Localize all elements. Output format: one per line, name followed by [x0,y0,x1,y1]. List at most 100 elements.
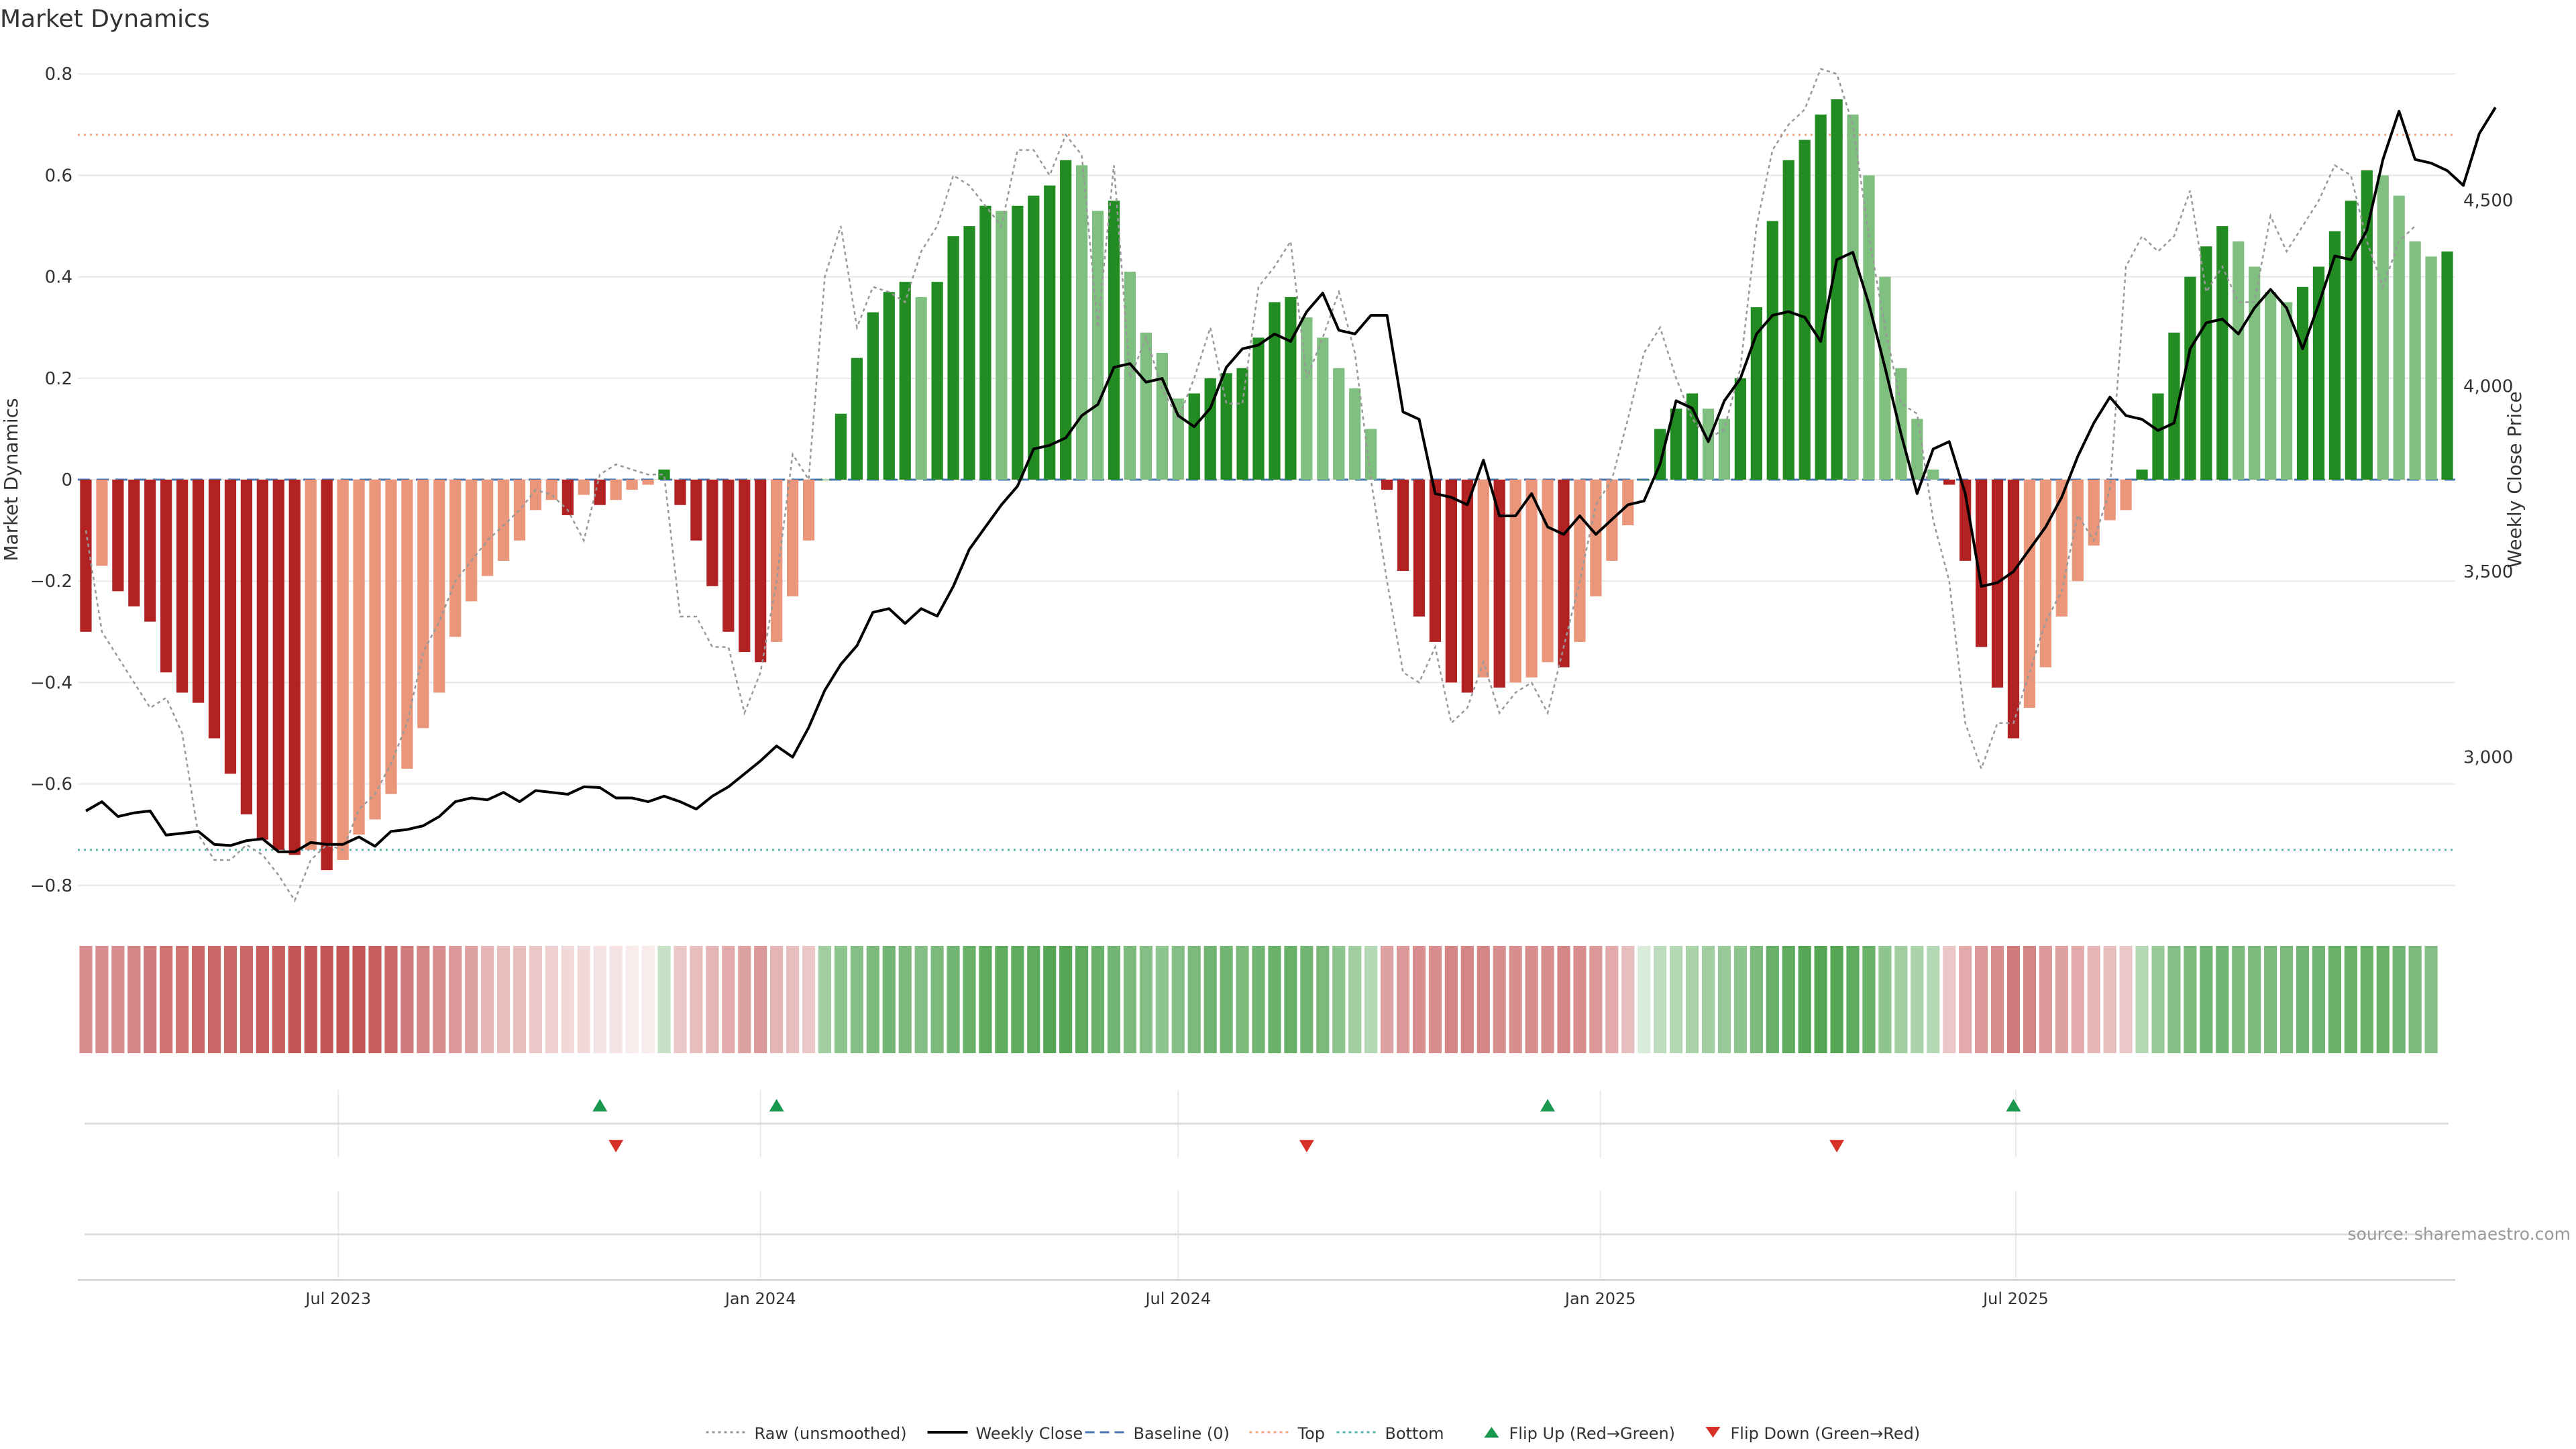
state-strip-cell [979,946,992,1053]
histogram-bar [1975,480,1988,647]
state-strip-cell [2006,946,2021,1053]
histogram-bar [2425,256,2437,480]
state-strip-cell [2103,946,2116,1053]
legend-label: Raw (unsmoothed) [755,1424,907,1443]
histogram-bar [1879,276,1891,480]
state-strip-cell [160,946,173,1053]
state-strip-cell [368,946,382,1053]
state-strip-cell [577,946,590,1053]
flip-up-marker [2006,1099,2021,1112]
x-tick-label: Jul 2023 [304,1289,371,1308]
state-strip-cell [1364,946,1378,1053]
state-strip-cell [144,946,157,1053]
histogram-bar [482,480,494,576]
histogram-bar [192,480,205,703]
state-strip-cell [722,946,735,1053]
histogram-bar [771,480,783,642]
state-strip-cell [2360,946,2373,1053]
histogram-bar [433,480,445,693]
state-strip-cell [2200,946,2213,1053]
y-tick-label: 0.4 [45,268,72,288]
y-tick-label: −0.8 [30,876,72,896]
y-tick-label: 0.2 [45,369,72,389]
state-strip-cell [1428,946,1442,1053]
flip-down-marker [1829,1140,1845,1152]
state-strip-cell [2328,946,2341,1053]
state-strip-cell [433,946,446,1053]
state-strip-cell [1509,946,1522,1053]
state-strip-cell [1075,946,1089,1053]
state-strip-cell [1766,946,1779,1053]
histogram-bar [128,480,140,606]
state-strip-cell [1027,946,1040,1053]
histogram-bar [1252,337,1265,480]
legend-label: Flip Up (Red→Green) [1509,1424,1676,1443]
state-strip-cell [561,946,574,1053]
state-strip-cell [481,946,494,1053]
state-strip-cell [2055,946,2068,1053]
histogram-bar [1333,368,1345,480]
state-strip-cell [947,946,960,1053]
histogram-bar [1766,221,1778,480]
state-strip-cell [223,946,237,1053]
state-strip-cell [1139,946,1152,1053]
legend-label: Bottom [1385,1424,1444,1443]
weekly-close-line [85,107,2497,853]
histogram-bar [979,205,991,480]
state-strip-cell [2071,946,2084,1053]
histogram-bar [256,480,268,840]
state-strip-cell [1541,946,1554,1053]
histogram-bar [1799,140,1811,480]
state-strip-cell [786,946,800,1053]
histogram-bar [2168,332,2180,480]
empty-panel [85,1191,2449,1278]
histogram-bar [899,282,911,480]
histogram-bar [1895,368,1907,480]
state-strip-cell [2039,946,2052,1053]
state-strip-cell [449,946,462,1053]
histogram-bar [1301,317,1313,480]
state-strip-cell [1846,946,1860,1053]
state-strip-cell [1638,946,1651,1053]
state-strip-cell [609,946,623,1053]
histogram-bar [2280,302,2293,480]
state-strip-cell [256,946,269,1053]
histogram-bar [1091,211,1104,480]
histogram-bar [160,480,172,673]
histogram-bar [2200,246,2212,480]
state-strip-cell [529,946,543,1053]
histogram-bar [1831,99,1843,480]
state-strip-cell [1911,946,1924,1053]
state-strip-cell [2119,946,2133,1053]
state-strip-cell [1894,946,1908,1053]
histogram-bar [353,480,365,835]
histogram-bar [883,292,895,480]
state-strip-cell [1862,946,1876,1053]
state-strip-cell [1444,946,1458,1053]
state-strip-cell [1878,946,1892,1053]
state-strip-cell [866,946,879,1053]
state-strip-cell [1236,946,1249,1053]
y-tick-label: 0.8 [45,64,72,85]
legend-label: Flip Down (Green→Red) [1731,1424,1921,1443]
state-strip-cell [1830,946,1843,1053]
histogram-bar [1542,480,1554,663]
histogram-bar [1911,419,1923,480]
histogram-bar [1815,114,1827,480]
histogram-bar [851,358,863,480]
x-axis: Jul 2023 Jan 2024 Jul 2024 Jan 2025 Jul 2025 [78,1279,2455,1308]
state-strip-cell [1268,946,1281,1053]
histogram-bar [2361,170,2373,480]
state-strip-cell [1750,946,1763,1053]
histogram-bar [1285,297,1297,480]
histogram-bar [466,480,478,602]
state-strip-cell [352,946,366,1053]
state-strip-cell [2216,946,2229,1053]
state-strip-cell [593,946,606,1053]
histogram-bar [1156,353,1168,480]
state-strip-cell [1059,946,1073,1053]
histogram-bar [208,480,221,739]
histogram-bar [706,480,718,586]
state-strip-cell [1252,946,1265,1053]
